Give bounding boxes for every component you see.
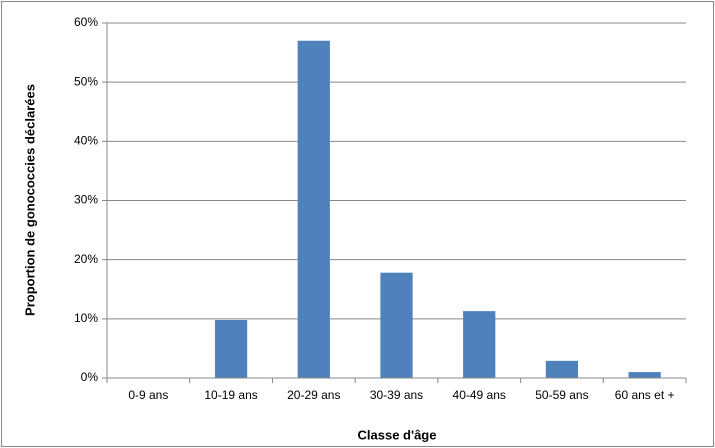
- y-tick-label: 10%: [74, 311, 98, 325]
- y-tick-label: 40%: [74, 134, 98, 148]
- x-tick-label: 40-49 ans: [453, 388, 506, 402]
- bar: [463, 311, 496, 378]
- x-tick-label: 30-39 ans: [370, 388, 423, 402]
- y-tick-label: 0%: [81, 370, 99, 384]
- x-tick-label: 10-19 ans: [204, 388, 257, 402]
- x-tick-label: 20-29 ans: [287, 388, 340, 402]
- y-axis-title: Proportion de gonococcies déclarées: [22, 84, 37, 316]
- y-tick-label: 50%: [74, 74, 98, 88]
- y-tick-label: 20%: [74, 252, 98, 266]
- bar: [297, 40, 330, 378]
- x-tick-label: 60 ans et +: [615, 388, 675, 402]
- bar: [545, 360, 579, 378]
- bar: [214, 320, 248, 378]
- x-axis-title: Classe d'âge: [358, 427, 437, 442]
- bar: [380, 272, 413, 378]
- y-tick-label: 60%: [74, 15, 98, 29]
- y-tick-label: 30%: [74, 193, 98, 207]
- bar: [628, 372, 661, 378]
- x-tick-label: 50-59 ans: [535, 388, 588, 402]
- x-tick-label: 0-9 ans: [128, 388, 168, 402]
